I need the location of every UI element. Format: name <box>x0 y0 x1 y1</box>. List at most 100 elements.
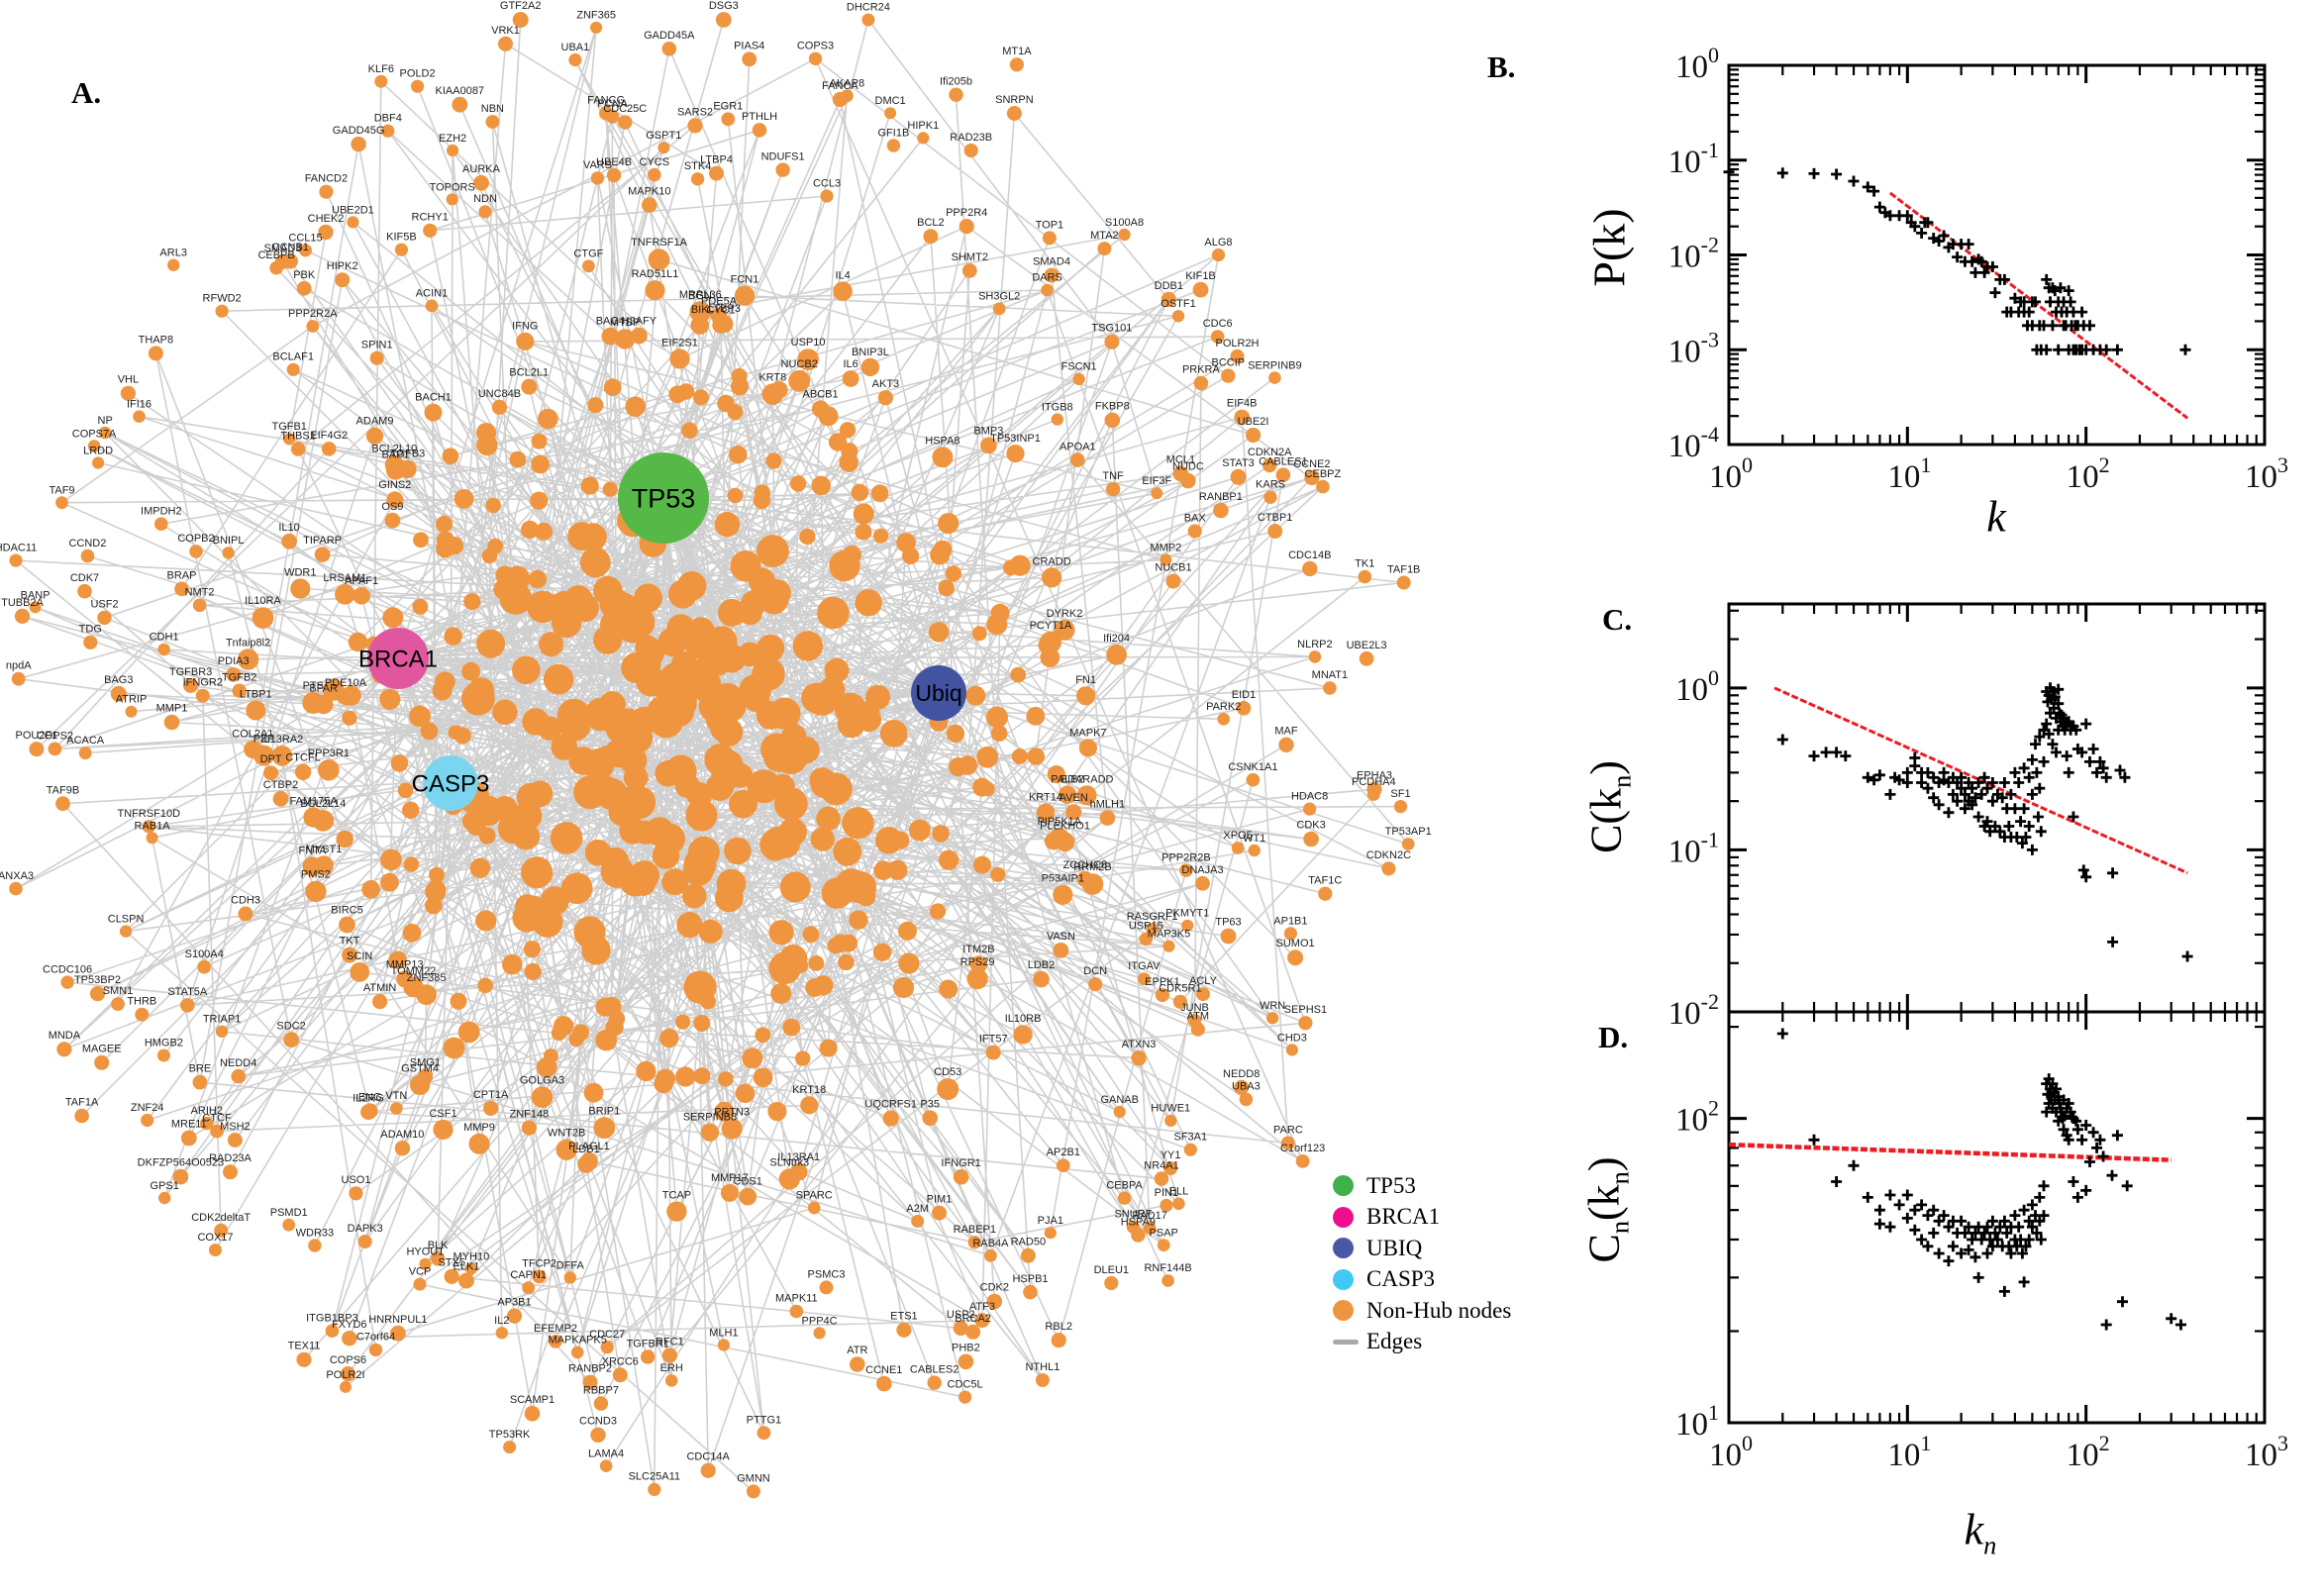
network-node-label: SERPINB9 <box>1248 359 1301 371</box>
network-node <box>966 968 988 990</box>
network-node-label: PJA1 <box>1038 1215 1063 1227</box>
network-node <box>388 950 407 969</box>
network-node <box>937 1078 960 1101</box>
network-node <box>551 734 578 760</box>
network-node <box>1126 1220 1141 1235</box>
network-node <box>1023 1284 1038 1300</box>
network-node <box>1278 737 1294 752</box>
network-node <box>1302 560 1318 577</box>
network-node-label: PCYT1A <box>1030 620 1072 632</box>
network-node <box>560 872 593 905</box>
network-node <box>197 959 212 974</box>
network-node <box>1157 1239 1170 1251</box>
network-node <box>454 489 474 509</box>
network-node <box>1139 932 1154 947</box>
network-node-label: BGN <box>688 290 712 302</box>
network-node <box>775 162 790 177</box>
network-node <box>342 947 358 963</box>
network-node <box>55 796 70 812</box>
network-node-label: RAD17 <box>1132 1210 1166 1222</box>
network-node <box>516 332 535 350</box>
network-node <box>396 970 414 988</box>
network-node-label: WT1 <box>1243 833 1265 845</box>
network-node <box>238 906 253 922</box>
network-node-label: BRE <box>189 1063 212 1075</box>
network-node-label: USP10 <box>791 337 826 349</box>
network-node-label: GMNN <box>737 1472 770 1484</box>
network-node <box>1287 949 1304 966</box>
network-node <box>855 589 882 617</box>
network-node <box>142 820 155 834</box>
network-node-label: SUMO1 <box>1276 938 1315 949</box>
network-node <box>386 491 404 509</box>
network-node <box>818 406 839 427</box>
network-node <box>282 253 298 269</box>
network-node <box>692 389 709 406</box>
network-node-label: PIN1 <box>1155 1187 1178 1199</box>
network-node <box>1002 559 1019 576</box>
network-node-label: BIRC5 <box>331 905 362 917</box>
network-node <box>1065 804 1082 821</box>
network-node-label: AP2B1 <box>1047 1147 1080 1158</box>
network-node <box>1006 106 1022 121</box>
network-node-label: P35 <box>920 1098 940 1110</box>
network-node <box>423 223 438 238</box>
tick-label: 10-2 <box>1668 233 1719 275</box>
network-node-label: EDARADD <box>1060 773 1114 785</box>
network-node-label: TP53AP1 <box>1385 826 1432 838</box>
network-node-label: DMC1 <box>875 95 906 107</box>
network-node <box>654 823 685 855</box>
network-node <box>521 1120 538 1136</box>
network-node-label: KIF5B <box>386 232 417 244</box>
network-node <box>1076 686 1096 706</box>
tick-label: 100 <box>1709 452 1753 495</box>
network-node <box>932 447 954 468</box>
network-node-label: ANXA3 <box>0 870 34 882</box>
network-node <box>715 883 744 913</box>
network-node-label: SEPHS1 <box>1284 1004 1327 1016</box>
network-node-label: MRPL36 <box>679 289 722 301</box>
network-node <box>838 953 855 971</box>
network-node-label: TCAP <box>662 1189 691 1201</box>
network-node-label: PSMC3 <box>808 1268 846 1280</box>
network-node-label: PCNA <box>597 98 628 110</box>
network-node <box>1160 1198 1173 1212</box>
panel-c-ylabel-pre: C(k <box>1581 787 1631 853</box>
network-node <box>728 445 748 464</box>
network-node <box>485 115 500 129</box>
network-node-label: BRCA2 <box>955 1313 991 1325</box>
network-node <box>623 764 649 790</box>
network-node-label: IFT57 <box>979 1034 1008 1046</box>
network-node <box>693 1067 711 1085</box>
network-node <box>573 916 606 948</box>
network-node <box>1163 1161 1178 1175</box>
network-node <box>78 747 92 760</box>
network-node <box>621 722 654 754</box>
network-node <box>974 1313 990 1329</box>
network-node <box>538 716 562 741</box>
network-node-label: UQCRFS1 <box>864 1099 917 1111</box>
network-node <box>60 975 74 989</box>
network-node <box>319 184 334 199</box>
network-node <box>463 593 481 611</box>
network-node <box>945 565 962 582</box>
tick-label: 101 <box>1675 1400 1719 1443</box>
network-node <box>174 581 189 597</box>
network-node-label: STAT5A <box>167 986 208 998</box>
network-node-label: TP53BP2 <box>74 974 121 986</box>
network-node <box>339 916 355 934</box>
network-node-label: CCND3 <box>579 1416 617 1428</box>
network-node <box>739 1187 758 1206</box>
network-node <box>870 484 889 503</box>
network-node-label: STAT3 <box>1222 457 1255 469</box>
network-node-label: CTCFL <box>285 752 320 764</box>
network-node-label: PLEKHO1 <box>1040 821 1090 833</box>
network-node-label: NUCB1 <box>1155 562 1191 574</box>
network-node-label: PIP5K1A <box>1037 816 1081 828</box>
network-node <box>1267 524 1283 539</box>
network-node <box>1295 1154 1310 1168</box>
network-node-label: IL2 <box>494 1315 509 1327</box>
network-node <box>601 847 630 875</box>
network-node <box>413 532 429 549</box>
